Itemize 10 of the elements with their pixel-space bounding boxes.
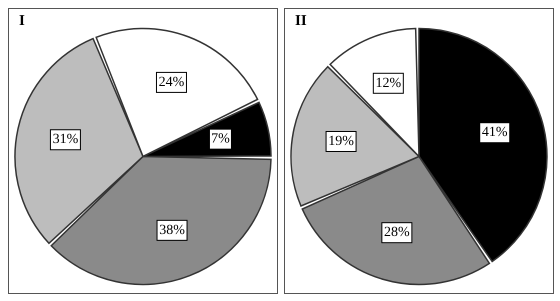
data-label: 24%: [158, 74, 185, 90]
data-label: 31%: [52, 132, 79, 148]
data-label: 19%: [328, 134, 354, 149]
chart-title: II: [295, 13, 307, 30]
data-label: 7%: [211, 132, 230, 147]
data-label: 28%: [384, 225, 410, 240]
data-label: 12%: [375, 76, 402, 91]
data-label: 41%: [482, 125, 508, 140]
data-label: 38%: [159, 222, 186, 238]
chart-title: I: [19, 13, 25, 30]
